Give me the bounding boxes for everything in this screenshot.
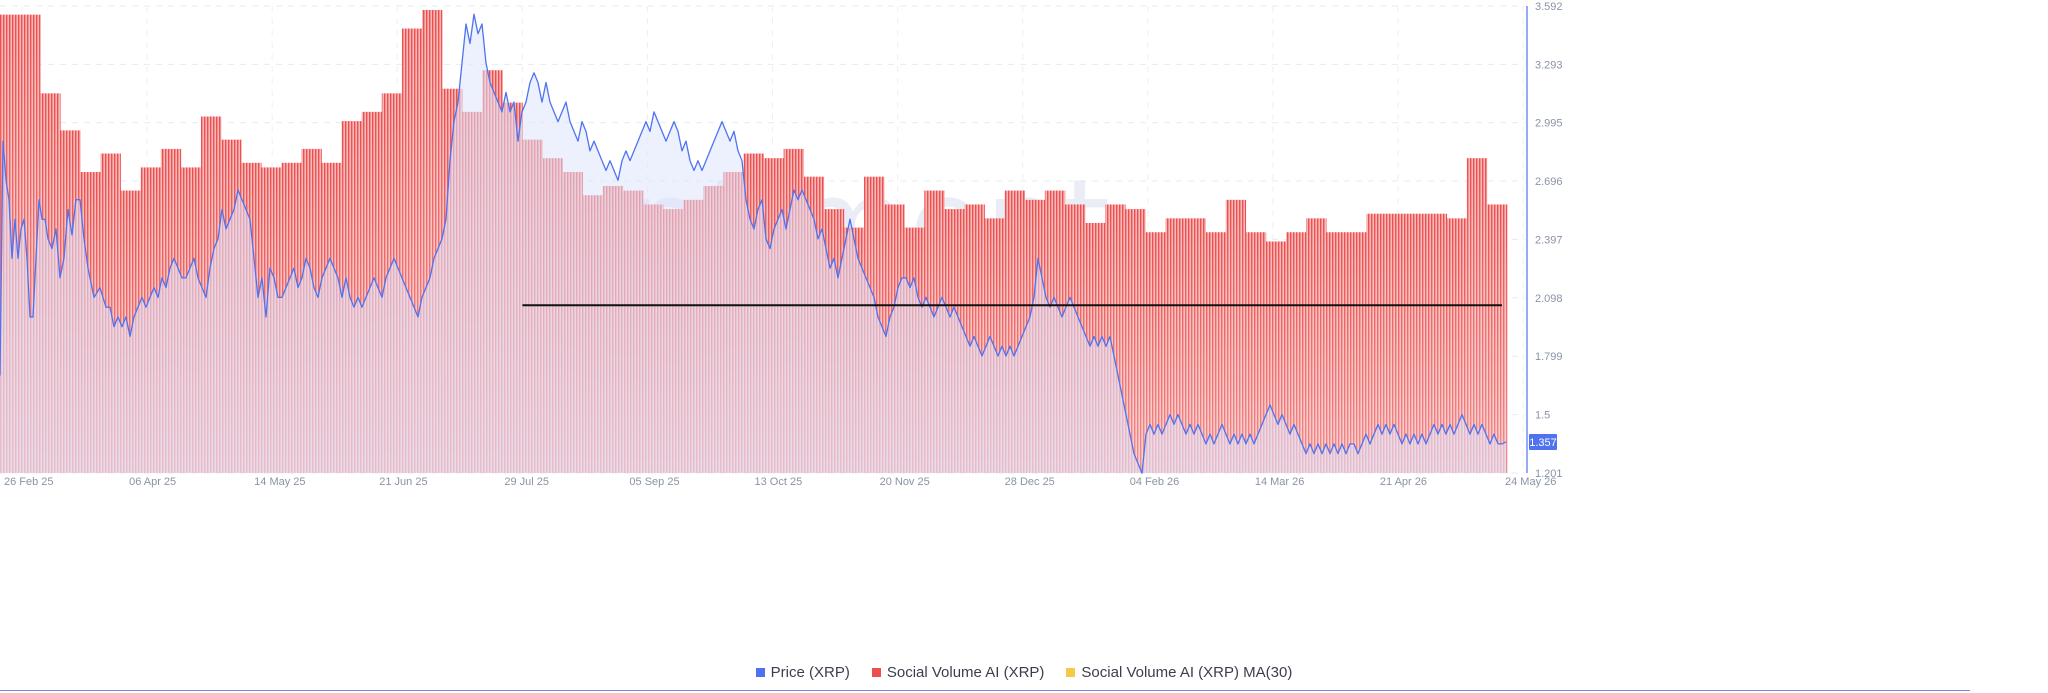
x-tick-label: 05 Sep 25 [629, 476, 679, 488]
bar-fade-overlay [1386, 213, 1407, 473]
legend-item-social-volume[interactable]: Social Volume AI (XRP) [871, 663, 1045, 681]
y-tick-label: 2.397 [1535, 234, 1563, 246]
bar-fade-overlay [1125, 209, 1146, 473]
y-tick-label: 2.696 [1535, 176, 1563, 188]
bar-fade-overlay [1285, 232, 1307, 473]
x-tick-label: 14 Mar 26 [1255, 476, 1305, 488]
legend-label-price: Price (XRP) [770, 663, 850, 681]
bar-fade-overlay [1446, 218, 1468, 473]
current-price-badge [1529, 433, 1557, 450]
bar-fade-overlay [1185, 218, 1206, 473]
chart-svg: 3.592 3.293 2.995 2.696 2.397 2.098 1.799 1.5 1.… [0, 1, 1563, 488]
x-tick-label: 21 Jun 25 [379, 476, 427, 488]
x-tick-label: 28 Dec 25 [1005, 476, 1055, 488]
legend: Price (XRP) Social Volume AI (XRP) Socia… [0, 660, 2048, 684]
legend-label-social-volume: Social Volume AI (XRP) [886, 663, 1045, 681]
legend-swatch-social-volume-ma [1066, 667, 1076, 677]
bar-fade-overlay [1366, 213, 1387, 473]
bar-fade-overlay [1346, 232, 1367, 473]
x-tick-label: 14 May 25 [254, 476, 305, 488]
x-tick-label: 20 Nov 25 [880, 476, 930, 488]
legend-swatch-social-volume [871, 667, 881, 677]
current-price-label: 1.357 [1529, 437, 1557, 449]
bar-fade-overlay [1466, 158, 1488, 473]
bottom-divider [0, 690, 1970, 691]
bar-fade-overlay [1306, 218, 1327, 473]
y-tick-label: 1.799 [1535, 351, 1563, 363]
price-area [0, 14, 1506, 474]
legend-item-social-volume-ma[interactable]: Social Volume AI (XRP) MA(30) [1066, 664, 1292, 681]
legend-label-social-volume-ma: Social Volume AI (XRP) MA(30) [1081, 663, 1293, 681]
bar-fade-overlay [1426, 213, 1448, 473]
x-tick-label: 13 Oct 25 [755, 476, 803, 488]
y-tick-label: 1.5 [1535, 410, 1550, 422]
bar-fade-overlay [1245, 232, 1267, 473]
price-line [0, 13, 1507, 474]
bar-fade-overlay [1225, 199, 1247, 473]
y-tick-label: 2.995 [1535, 118, 1563, 130]
y-tick-label: 1.201 [1535, 468, 1563, 480]
bar-fade-overlay [1205, 232, 1226, 473]
x-tick-label: 06 Apr 25 [129, 476, 176, 488]
bar-fade-overlay [1165, 218, 1186, 473]
legend-swatch-price [755, 667, 765, 677]
x-tick-label: 29 Jul 25 [504, 476, 549, 488]
x-tick-label: 04 Feb 26 [1130, 476, 1180, 488]
y-tick-label: 2.098 [1535, 293, 1563, 305]
x-tick-label: 24 May 26 [1505, 476, 1556, 488]
y-tick-label: 3.592 [1535, 1, 1563, 13]
bar-fade-overlay [1326, 232, 1347, 473]
y-tick-label: 3.293 [1535, 59, 1563, 71]
bar-fade-overlay [1486, 204, 1508, 473]
bar-fade-overlay [1145, 232, 1166, 473]
x-tick-label: 26 Feb 25 [4, 476, 54, 488]
bar-fade-overlay [1406, 213, 1427, 473]
x-tick-label: 21 Apr 26 [1380, 476, 1427, 488]
legend-item-price[interactable]: Price (XRP) [755, 663, 850, 681]
